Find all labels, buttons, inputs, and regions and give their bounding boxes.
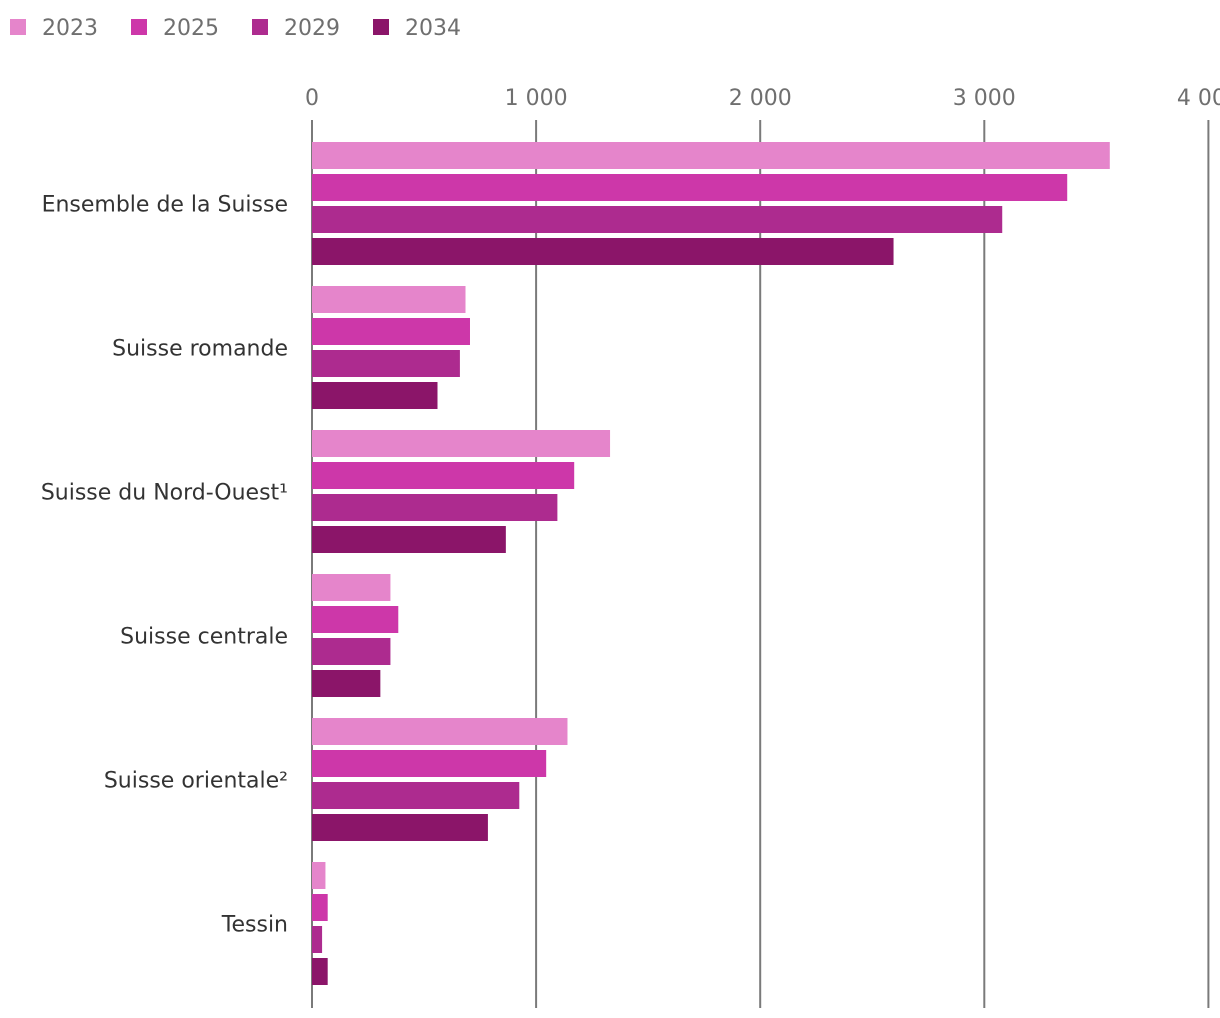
category-label: Suisse du Nord-Ouest¹ (41, 481, 288, 506)
bar-4-2034 (312, 814, 488, 841)
bar-1-2023 (312, 286, 466, 313)
legend-swatch-2023 (10, 19, 26, 35)
bar-3-2034 (312, 670, 381, 697)
bar-5-2025 (312, 894, 328, 921)
gridlines (311, 120, 1210, 1008)
bar-2-2023 (312, 430, 611, 457)
bar-3-2023 (312, 574, 391, 601)
bar-1-2029 (312, 350, 460, 377)
category-label: Tessin (221, 913, 288, 938)
bar-3-2025 (312, 606, 399, 633)
bar-0-2023 (312, 142, 1110, 169)
x-axis-ticks: 0 1 000 2 000 3 000 4 000 (305, 86, 1220, 111)
legend-swatch-2029 (252, 19, 268, 35)
bar-4-2025 (312, 750, 547, 777)
tick-label-3000: 3 000 (953, 86, 1016, 111)
legend-label-2025: 2025 (163, 16, 219, 41)
bar-2-2034 (312, 526, 506, 553)
bar-5-2034 (312, 958, 328, 985)
bar-4-2029 (312, 782, 520, 809)
bar-2-2029 (312, 494, 558, 521)
bar-0-2025 (312, 174, 1068, 201)
legend-swatch-2025 (131, 19, 147, 35)
tick-label-2000: 2 000 (729, 86, 792, 111)
category-label: Suisse orientale² (104, 769, 288, 794)
category-labels: Ensemble de la Suisse Suisse romande Suiss… (41, 193, 288, 938)
bar-1-2025 (312, 318, 470, 345)
bar-4-2023 (312, 718, 568, 745)
legend: 2023 2025 2029 2034 (10, 16, 461, 41)
tick-label-4000: 4 000 (1177, 86, 1220, 111)
category-label: Suisse centrale (120, 625, 288, 650)
bar-3-2029 (312, 638, 391, 665)
bar-5-2029 (312, 926, 323, 953)
bar-0-2029 (312, 206, 1003, 233)
tick-label-0: 0 (305, 86, 319, 111)
bar-0-2034 (312, 238, 894, 265)
bar-5-2023 (312, 862, 326, 889)
bar-1-2034 (312, 382, 438, 409)
bar-2-2025 (312, 462, 575, 489)
bars (312, 142, 1110, 985)
category-label: Suisse romande (112, 337, 288, 362)
legend-swatch-2034 (373, 19, 389, 35)
legend-label-2034: 2034 (405, 16, 461, 41)
legend-label-2023: 2023 (42, 16, 98, 41)
legend-label-2029: 2029 (284, 16, 340, 41)
tick-label-1000: 1 000 (505, 86, 568, 111)
category-label: Ensemble de la Suisse (42, 193, 288, 218)
